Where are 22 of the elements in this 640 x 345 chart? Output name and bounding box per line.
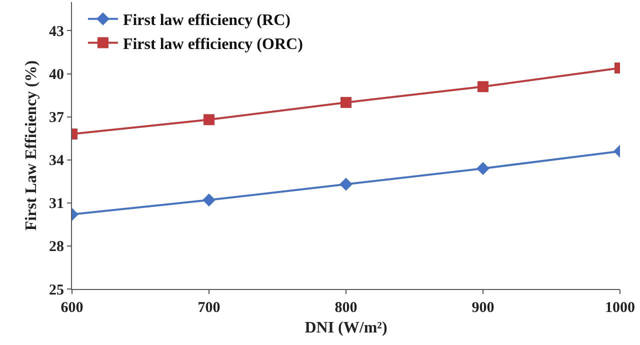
legend-label: First law efficiency (ORC) — [122, 36, 303, 53]
y-tick-label: 43 — [49, 24, 64, 40]
x-axis-title: DNI (W/m²) — [304, 320, 388, 337]
y-tick-label: 40 — [49, 67, 64, 83]
y-axis-title: First Law Efficiency (%) — [22, 60, 40, 231]
point — [204, 114, 214, 126]
point — [340, 96, 352, 108]
y-tick-label: 25 — [49, 282, 64, 298]
y-tick-label: 28 — [49, 239, 64, 256]
legend-label: First law efficiency (RC) — [122, 12, 290, 30]
point — [476, 162, 490, 175]
point — [478, 81, 488, 92]
y-tick-label: 37 — [49, 110, 64, 126]
point — [202, 194, 216, 207]
x-tick-label: 800 — [334, 300, 358, 316]
x-tick-label: 700 — [198, 300, 220, 316]
x-tick-label: 600 — [60, 300, 84, 316]
y-tick-label: 34 — [49, 153, 64, 170]
x-tick-label: 1000 — [605, 300, 635, 316]
y-tick-label: 31 — [49, 196, 64, 212]
point — [340, 178, 352, 191]
x-tick-label: 900 — [472, 300, 494, 316]
